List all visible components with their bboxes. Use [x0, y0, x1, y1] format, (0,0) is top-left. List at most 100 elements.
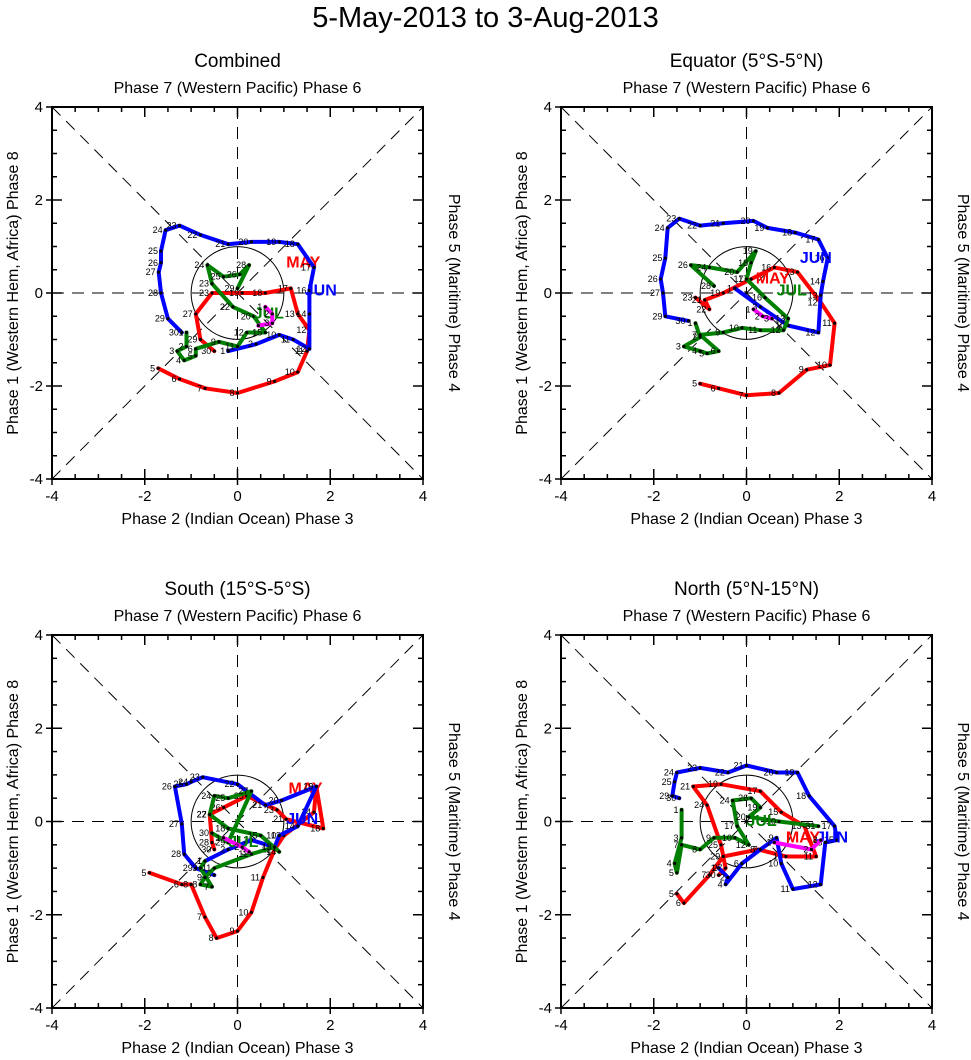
day-label: 13: [262, 842, 272, 852]
y-tick-label: 4: [544, 99, 552, 116]
month-label-jul: JUL: [777, 282, 807, 299]
day-label: 6: [711, 383, 716, 393]
day-label: 25: [215, 793, 225, 803]
data-point: [221, 805, 226, 810]
right-phase-label: Phase 5 (Maritime) Phase 4: [445, 194, 462, 392]
panel-title: Combined: [194, 51, 281, 72]
day-label: 26: [227, 269, 237, 279]
data-point: [744, 277, 749, 281]
data-point: [666, 226, 670, 230]
data-point: [835, 838, 839, 842]
day-label: 28: [148, 288, 158, 298]
day-label: 2: [720, 872, 725, 882]
data-point: [189, 780, 193, 784]
data-point: [159, 261, 163, 265]
day-label: 28: [701, 281, 711, 291]
data-point: [707, 265, 712, 270]
data-point: [312, 810, 316, 814]
day-label: 30: [199, 828, 209, 838]
day-label: 17: [822, 821, 832, 831]
data-point: [235, 929, 240, 933]
day-label: 15: [768, 807, 778, 817]
data-point: [164, 228, 168, 232]
data-point: [175, 349, 179, 353]
data-point: [679, 843, 684, 847]
day-label: 9: [769, 833, 774, 843]
day-label: 10: [773, 851, 783, 861]
day-label: 11: [822, 318, 831, 328]
x-tick-label: 0: [233, 488, 241, 505]
data-point: [291, 337, 295, 342]
day-label: 10: [238, 907, 248, 917]
day-label: 1: [197, 856, 202, 866]
data-point: [735, 270, 739, 274]
data-point: [173, 784, 177, 789]
day-label: 24: [194, 260, 204, 270]
day-label: 3: [264, 318, 269, 328]
left-phase-label: Phase 1 (Western Hem, Africa) Phase 8: [514, 151, 531, 434]
day-label: 17: [301, 262, 311, 272]
x-tick-label: 2: [326, 1017, 334, 1034]
data-point: [777, 391, 781, 395]
data-point: [215, 936, 219, 940]
day-label: 22: [687, 221, 697, 231]
data-point: [698, 382, 702, 386]
data-point: [819, 838, 823, 842]
data-point: [682, 344, 686, 349]
day-label: 26: [148, 258, 158, 268]
day-label: 11: [225, 341, 234, 351]
data-point: [194, 312, 198, 316]
day-label: 26: [738, 793, 748, 803]
figure-title: 5-May-2013 to 3-Aug-2013: [312, 2, 659, 34]
data-point: [263, 330, 267, 335]
data-point: [761, 314, 765, 318]
data-point: [273, 379, 277, 383]
day-label: 7: [197, 912, 202, 922]
x-tick-label: 4: [419, 1017, 427, 1034]
day-label: 15: [252, 328, 262, 338]
day-label: 7: [738, 390, 743, 400]
day-label: 24: [720, 796, 730, 806]
day-label: 14: [810, 276, 820, 286]
day-label: 15: [824, 835, 834, 845]
day-label: 2: [248, 339, 253, 349]
data-point: [791, 887, 795, 891]
day-label: 18: [782, 228, 792, 238]
y-tick-label: 0: [544, 285, 552, 302]
day-label: 10: [729, 323, 739, 333]
day-label: 25: [173, 779, 183, 789]
day-label: 21: [733, 761, 743, 771]
day-label: 25: [211, 272, 221, 282]
panel-3: North (5°N-15°N) Phase 7 (Western Pacific…: [514, 579, 971, 1057]
day-label: 7: [692, 330, 697, 340]
data-point: [210, 282, 214, 286]
right-phase-label: Phase 5 (Maritime) Phase 4: [954, 722, 971, 920]
data-point: [754, 249, 758, 253]
data-point: [807, 794, 811, 798]
day-label: 22: [715, 768, 725, 778]
data-point: [177, 223, 182, 228]
x-tick-label: -2: [138, 1017, 151, 1034]
data-point: [166, 316, 170, 321]
data-point: [772, 840, 776, 845]
day-label: 11: [804, 851, 813, 861]
day-label: 12: [238, 849, 248, 859]
panel-title: Equator (5°S-5°N): [670, 51, 824, 72]
day-label: 3: [169, 346, 174, 356]
day-label: 12: [296, 344, 306, 354]
y-tick-label: -2: [30, 378, 43, 395]
day-label: 26: [211, 803, 221, 813]
day-label: 2: [220, 844, 225, 854]
data-point: [821, 279, 825, 283]
series-line-may: [674, 782, 819, 906]
data-point: [758, 305, 763, 309]
data-point: [184, 344, 189, 349]
panel-1: Equator (5°S-5°N) Phase 7 (Western Pacifi…: [514, 51, 971, 528]
data-point: [733, 836, 737, 840]
data-point: [296, 312, 300, 316]
data-point: [210, 840, 214, 845]
day-label: 8: [771, 388, 776, 398]
